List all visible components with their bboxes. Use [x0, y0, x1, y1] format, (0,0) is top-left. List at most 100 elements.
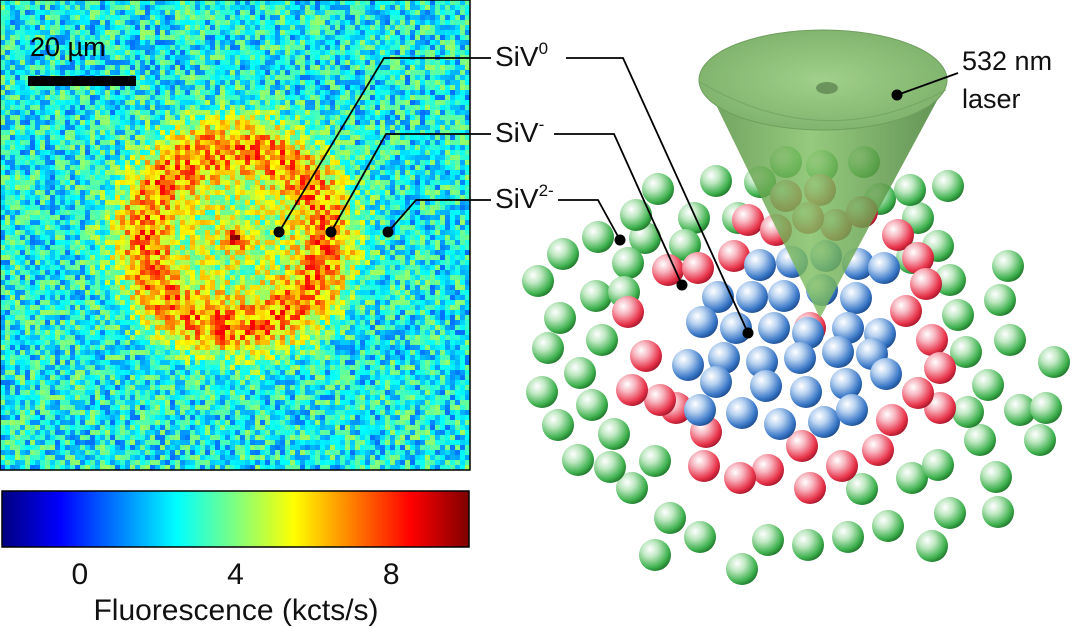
siv2minus-sphere — [576, 389, 608, 421]
siv2minus-sphere — [846, 473, 878, 505]
siv0-sphere — [750, 370, 782, 402]
siv2minus-sphere — [832, 521, 864, 553]
siv0-sphere — [870, 358, 902, 390]
siv2minus-sphere — [964, 424, 996, 456]
siv2minus-sphere — [952, 396, 984, 428]
scale-bar-label: 20 µm — [30, 32, 106, 62]
siv2minus-sphere — [726, 553, 758, 585]
siv2minus-sphere — [620, 199, 652, 231]
dot-laser — [891, 89, 903, 101]
laser-cone-top — [698, 29, 948, 131]
laser-cone-rim — [699, 81, 947, 122]
siv2minus-sphere — [1030, 392, 1062, 424]
siv0-sphere — [768, 280, 800, 312]
colorbar-tick-label: 0 — [71, 558, 88, 591]
laser-label-line1: 532 nm — [962, 46, 1052, 76]
siv0-sphere — [868, 252, 900, 284]
sivminus-sphere — [718, 240, 750, 272]
laser-cone — [698, 29, 948, 318]
siv2minus-sphere — [994, 324, 1026, 356]
siv0-sphere — [758, 312, 790, 344]
colorbar-tick-label: 8 — [383, 558, 400, 591]
siv2minus-sphere — [522, 265, 554, 297]
siv2minus-sphere — [980, 461, 1012, 493]
sivminus-sphere — [732, 204, 764, 236]
siv2minus-sphere — [598, 418, 630, 450]
siv0-sphere — [830, 368, 862, 400]
sivminus-sphere — [652, 254, 684, 286]
siv0-sphere — [822, 336, 854, 368]
sivminus-sphere — [924, 352, 956, 384]
siv2minus-sphere — [972, 369, 1004, 401]
laser-cone-body — [700, 72, 946, 318]
sivminus-sphere — [910, 268, 942, 300]
dot-sivminus-cluster — [676, 279, 688, 291]
label-siv2minus: SiV2- — [495, 181, 554, 214]
colorbar: 0 4 8 Fluorescence (kcts/s) — [1, 490, 470, 627]
sivminus-sphere — [612, 296, 644, 328]
dot-siv2minus-cluster — [614, 234, 626, 246]
fluorescence-map-pixels — [0, 0, 471, 471]
sivminus-sphere — [890, 295, 922, 327]
sivminus-sphere — [862, 434, 894, 466]
siv2minus-sphere — [594, 451, 626, 483]
sivminus-sphere — [630, 340, 662, 372]
siv0-sphere — [746, 346, 778, 378]
colorbar-tick-label: 4 — [227, 558, 244, 591]
colorbar-ticks: 0 4 8 — [71, 558, 399, 591]
siv2minus-sphere — [982, 496, 1014, 528]
siv2minus-sphere — [582, 221, 614, 253]
siv0-sphere — [672, 349, 704, 381]
siv2minus-sphere — [792, 529, 824, 561]
laser-cone-dimple — [816, 82, 838, 94]
leader-dots — [273, 89, 903, 339]
leader-line-laser — [896, 72, 959, 96]
dot-sivminus-map — [325, 226, 337, 238]
siv0-sphere — [832, 312, 864, 344]
siv2minus-sphere — [1038, 346, 1070, 378]
siv0-sphere — [702, 281, 734, 313]
siv0-sphere — [792, 317, 824, 349]
leader-line-siv0-map — [278, 57, 491, 233]
sivminus-sphere — [752, 454, 784, 486]
siv2minus-sphere — [932, 170, 964, 202]
siv2minus-sphere — [896, 462, 928, 494]
siv2minus-sphere — [580, 280, 612, 312]
fluorescence-map-frame — [0, 0, 471, 471]
siv2minus-sphere — [752, 524, 784, 556]
siv2minus-sphere — [894, 174, 926, 206]
siv2minus-sphere — [942, 299, 974, 331]
dot-siv2minus-map — [382, 226, 394, 238]
siv0-sphere — [744, 249, 776, 281]
siv2minus-sphere — [678, 202, 710, 234]
siv2minus-sphere — [700, 165, 732, 197]
label-siv0: SiV0 — [495, 39, 548, 72]
leader-lines — [278, 57, 959, 334]
siv2minus-sphere — [564, 357, 596, 389]
siv2minus-sphere — [616, 472, 648, 504]
sivminus-sphere — [644, 384, 676, 416]
siv2minus-sphere — [934, 264, 966, 296]
siv2minus-sphere — [526, 376, 558, 408]
siv2minus-sphere — [547, 238, 579, 270]
siv2minus-sphere — [544, 302, 576, 334]
sivminus-sphere — [916, 324, 948, 356]
siv0-sphere — [684, 394, 716, 426]
label-sivminus: SiV- — [495, 115, 544, 148]
siv0-sphere — [700, 366, 732, 398]
siv0-sphere — [836, 394, 868, 426]
sivminus-sphere — [786, 430, 818, 462]
siv2minus-sphere — [922, 449, 954, 481]
leader-line-siv0-cluster — [566, 57, 749, 334]
colorbar-gradient — [1, 490, 470, 548]
siv2minus-sphere — [1024, 424, 1056, 456]
leader-line-siv2minus-map — [387, 199, 491, 233]
siv0-sphere — [784, 342, 816, 374]
dot-siv0-cluster — [742, 327, 754, 339]
sivminus-sphere — [902, 242, 934, 274]
sivminus-sphere — [688, 450, 720, 482]
siv2minus-sphere — [992, 250, 1024, 282]
leader-line-sivminus-map — [330, 133, 491, 233]
siv2minus-sphere — [542, 409, 574, 441]
siv0-sphere — [840, 282, 872, 314]
